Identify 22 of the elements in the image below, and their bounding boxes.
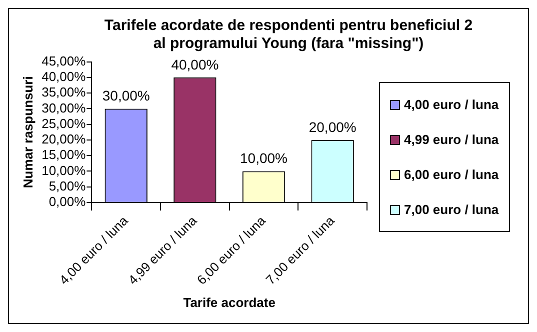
y-axis-title: Numar raspunsuri [20, 76, 36, 188]
y-tick-label: 30,00% [42, 100, 86, 116]
y-tick-label: 40,00% [42, 69, 86, 84]
y-tick-label: 15,00% [42, 147, 86, 162]
y-tick-label: 20,00% [42, 132, 86, 147]
category-label: 4,00 euro / luna [404, 97, 499, 112]
x-axis-title: Tarife acordate [183, 294, 276, 310]
y-tick-label: 5,00% [48, 178, 86, 194]
category-label: 6,00 euro / luna [404, 167, 499, 182]
data-label: 20,00% [308, 118, 356, 135]
y-tick-label: 25,00% [42, 116, 86, 131]
data-label: 30,00% [102, 88, 150, 104]
y-tick-label: 35,00% [42, 84, 86, 100]
y-tick-label: 0,00% [48, 194, 86, 210]
category-label: 7,00 euro / luna [404, 202, 499, 217]
x-tick-label: 4,00 euro / luna [56, 212, 132, 288]
category-label: 4,99 euro / luna [404, 132, 499, 147]
chart-title: Tarifele acordate de respondenti pentru beneficiul 2 al programului Young (fara "missing") [103, 16, 474, 53]
data-label: 10,00% [240, 150, 288, 166]
y-tick-label: 45,00% [42, 53, 86, 68]
data-label: 40,00% [171, 56, 219, 72]
y-tick-label: 10,00% [42, 162, 86, 178]
